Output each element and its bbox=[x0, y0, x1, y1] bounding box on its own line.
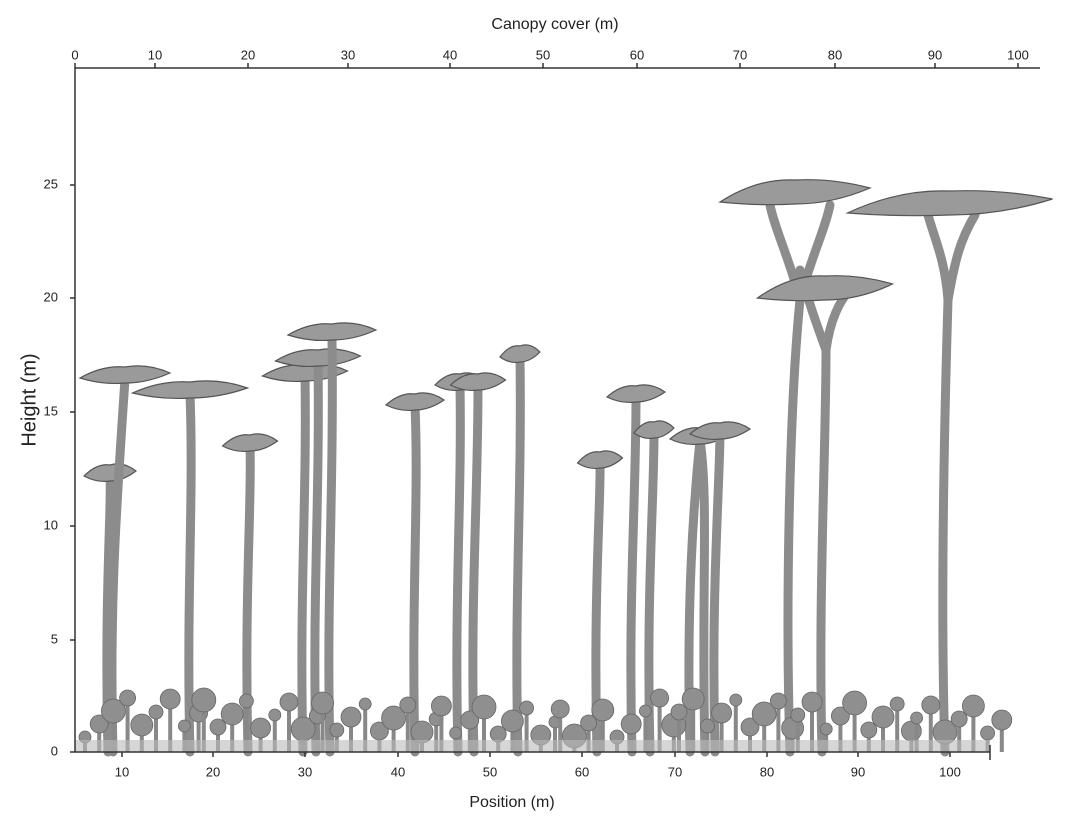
shrub bbox=[820, 723, 832, 735]
shrub bbox=[639, 705, 651, 717]
trunk bbox=[948, 215, 975, 300]
left-tick-label: 15 bbox=[44, 403, 58, 418]
left-tick-label: 25 bbox=[44, 176, 58, 191]
crown bbox=[500, 345, 540, 363]
shrub bbox=[890, 697, 904, 711]
shrub bbox=[730, 694, 742, 706]
crown bbox=[386, 393, 444, 411]
shrub bbox=[251, 718, 271, 738]
shrub bbox=[192, 688, 216, 712]
bottom-tick-label: 40 bbox=[391, 764, 405, 779]
bottom-tick-label: 30 bbox=[298, 764, 312, 779]
shrub bbox=[450, 727, 462, 739]
shrub bbox=[551, 700, 569, 718]
crown bbox=[84, 464, 136, 482]
crown bbox=[607, 385, 665, 403]
shrub bbox=[700, 719, 714, 733]
shrub bbox=[160, 689, 180, 709]
top-tick-label: 20 bbox=[241, 47, 255, 62]
top-tick-label: 10 bbox=[148, 47, 162, 62]
shrub bbox=[472, 695, 496, 719]
left-tick-label: 5 bbox=[51, 631, 58, 646]
shrub bbox=[911, 712, 923, 724]
top-tick-label: 30 bbox=[341, 47, 355, 62]
top-tick-label: 90 bbox=[928, 47, 942, 62]
shrub bbox=[269, 709, 281, 721]
shrub bbox=[682, 688, 704, 710]
shrub bbox=[431, 696, 451, 716]
trunk bbox=[189, 394, 191, 752]
top-tick-label: 60 bbox=[630, 47, 644, 62]
shrub bbox=[359, 698, 371, 710]
crown bbox=[690, 422, 750, 440]
shrub bbox=[411, 721, 433, 743]
left-tick-label: 0 bbox=[51, 743, 58, 758]
crown bbox=[80, 366, 170, 384]
trunk bbox=[631, 398, 636, 752]
shrub bbox=[992, 710, 1012, 730]
trunk bbox=[821, 290, 850, 752]
crown bbox=[133, 381, 248, 399]
shrub bbox=[981, 726, 995, 740]
shrub bbox=[178, 720, 190, 732]
crown bbox=[276, 349, 361, 367]
shrub bbox=[843, 691, 867, 715]
shrub bbox=[962, 695, 984, 717]
bottom-tick-label: 20 bbox=[206, 764, 220, 779]
shrub bbox=[520, 701, 534, 715]
bottom-tick-label: 50 bbox=[483, 764, 497, 779]
shrub bbox=[791, 708, 805, 722]
crown bbox=[758, 276, 893, 301]
left-tick-label: 20 bbox=[44, 289, 58, 304]
left-tick-label: 10 bbox=[44, 517, 58, 532]
bottom-tick-label: 90 bbox=[851, 764, 865, 779]
bottom-axis-title: Position (m) bbox=[469, 794, 554, 811]
trunk bbox=[457, 386, 460, 752]
forest-profile: Canopy cover (m) Position (m) Height (m)… bbox=[0, 0, 1069, 820]
shrub bbox=[280, 693, 298, 711]
shrub bbox=[651, 689, 669, 707]
shrub bbox=[922, 696, 940, 714]
top-tick-label: 80 bbox=[828, 47, 842, 62]
crown bbox=[848, 191, 1053, 216]
shrub bbox=[872, 706, 894, 728]
crown bbox=[578, 451, 623, 469]
trunk bbox=[329, 336, 332, 752]
ground-litter bbox=[75, 740, 990, 752]
top-tick-label: 40 bbox=[443, 47, 457, 62]
top-tick-label: 100 bbox=[1007, 47, 1029, 62]
shrub bbox=[712, 703, 732, 723]
vegetation bbox=[75, 180, 1053, 752]
shrub bbox=[802, 692, 822, 712]
bottom-tick-label: 70 bbox=[668, 764, 682, 779]
shrub bbox=[221, 703, 243, 725]
shrub bbox=[621, 714, 641, 734]
bottom-tick-label: 80 bbox=[760, 764, 774, 779]
crown bbox=[720, 180, 870, 205]
shrub bbox=[770, 693, 786, 709]
left-axis-title: Height (m) bbox=[18, 353, 40, 446]
top-tick-label: 50 bbox=[536, 47, 550, 62]
top-tick-label: 70 bbox=[733, 47, 747, 62]
shrub bbox=[149, 705, 163, 719]
top-axis-title: Canopy cover (m) bbox=[491, 16, 618, 33]
shrub bbox=[400, 697, 416, 713]
bottom-tick-label: 10 bbox=[115, 764, 129, 779]
shrub bbox=[312, 692, 334, 714]
trunk bbox=[302, 377, 305, 752]
crown bbox=[288, 323, 376, 341]
top-tick-label: 0 bbox=[71, 47, 78, 62]
trunk bbox=[517, 358, 520, 752]
bottom-tick-label: 60 bbox=[575, 764, 589, 779]
bottom-tick-label: 100 bbox=[939, 764, 961, 779]
shrub bbox=[341, 707, 361, 727]
shrub bbox=[131, 714, 153, 736]
shrub bbox=[120, 690, 136, 706]
shrub bbox=[239, 694, 253, 708]
shrub bbox=[592, 699, 614, 721]
shrub bbox=[501, 710, 523, 732]
crown bbox=[223, 434, 278, 452]
shrub bbox=[330, 723, 344, 737]
